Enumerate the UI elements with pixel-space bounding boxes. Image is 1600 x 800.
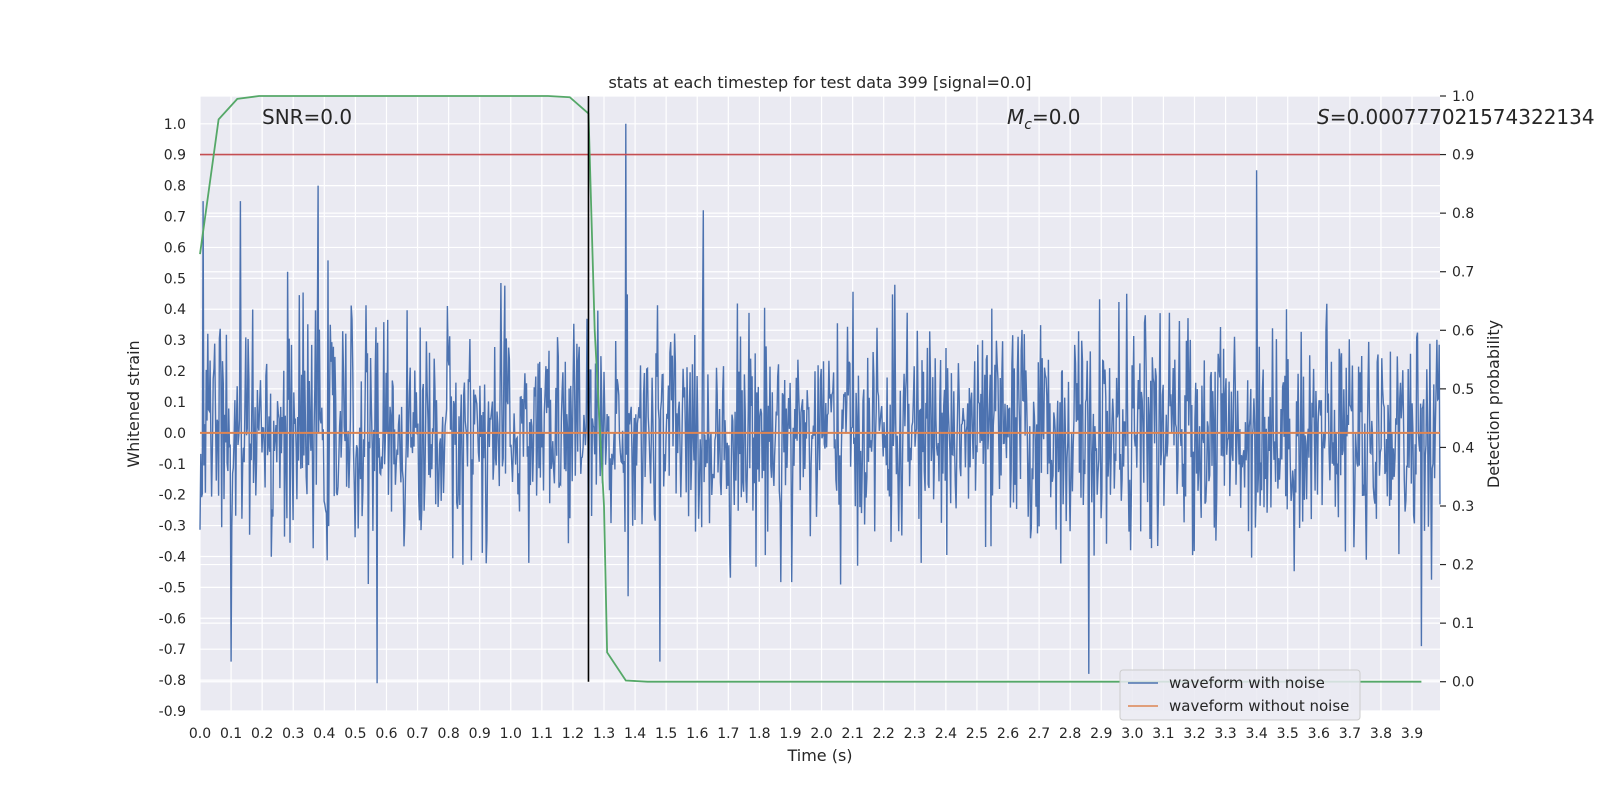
y-tick-label: 0.6 — [164, 240, 186, 256]
x-tick-label: 2.0 — [810, 726, 832, 742]
legend-label-noise: waveform with noise — [1169, 674, 1325, 692]
y2-tick-label: 0.4 — [1452, 440, 1474, 456]
x-tick-label: 1.5 — [655, 726, 677, 742]
x-tick-label: 0.5 — [344, 726, 366, 742]
x-tick-label: 1.7 — [717, 726, 739, 742]
x-tick-label: 1.2 — [562, 726, 584, 742]
y-axis-label: Whitened strain — [124, 340, 143, 467]
snr-annotation: SNR=0.0 — [262, 105, 352, 129]
x-tick-label: 0.3 — [282, 726, 304, 742]
x-tick-label: 2.9 — [1090, 726, 1112, 742]
x-tick-label: 1.6 — [686, 726, 708, 742]
y-tick-label: 0.3 — [164, 333, 186, 349]
s-value: =0.000777021574322134 — [1330, 105, 1595, 129]
x-axis-label: Time (s) — [786, 746, 852, 765]
x-axis-ticks: 0.0 0.1 0.2 0.3 0.4 0.5 0.6 0.7 0.8 0.9 1.0 1.1 1.2 1… — [189, 726, 1423, 742]
y-tick-label: -0.6 — [159, 611, 186, 627]
x-tick-label: 0.4 — [313, 726, 335, 742]
y-tick-label: 0.8 — [164, 179, 186, 195]
x-tick-label: 2.6 — [997, 726, 1019, 742]
x-tick-label: 3.5 — [1277, 726, 1299, 742]
y2-axis-label: Detection probability — [1484, 320, 1503, 488]
y-tick-label: -0.2 — [159, 488, 186, 504]
y2-tick-label: 0.0 — [1452, 675, 1474, 691]
x-tick-label: 0.1 — [220, 726, 242, 742]
x-tick-label: 3.3 — [1214, 726, 1236, 742]
x-tick-label: 1.8 — [748, 726, 770, 742]
x-tick-label: 1.9 — [779, 726, 801, 742]
series-detection-probability — [199, 95, 1422, 683]
y2-tick-label: 0.1 — [1452, 616, 1474, 632]
x-tick-label: 0.0 — [189, 726, 211, 742]
y2-axis-ticks: 1.0 0.9 0.8 0.7 0.6 0.5 0.4 0.3 0.2 0.1 0.0 — [1440, 89, 1474, 691]
legend: waveform with noise waveform without noi… — [1119, 669, 1361, 721]
y-tick-label: -0.9 — [159, 704, 186, 720]
y-tick-label: -0.4 — [159, 549, 186, 565]
y-tick-label: 0.1 — [164, 395, 186, 411]
mc-annotation: Mc=0.0 — [1007, 105, 1081, 133]
y2-tick-label: 0.9 — [1452, 148, 1474, 164]
x-tick-label: 2.3 — [904, 726, 926, 742]
legend-box — [1119, 669, 1361, 721]
x-tick-label: 2.5 — [966, 726, 988, 742]
y-tick-label: 1.0 — [164, 117, 186, 133]
x-tick-label: 3.1 — [1152, 726, 1174, 742]
y-tick-label: -0.3 — [159, 519, 186, 535]
y2-tick-label: 0.2 — [1452, 558, 1474, 574]
y2-tick-label: 0.6 — [1452, 323, 1474, 339]
x-tick-label: 0.9 — [469, 726, 491, 742]
x-tick-label: 3.4 — [1246, 726, 1268, 742]
y2-tick-label: 0.3 — [1452, 499, 1474, 515]
y-tick-label: 0.5 — [164, 271, 186, 287]
mc-subscript: c — [1024, 117, 1032, 133]
x-tick-label: 3.8 — [1370, 726, 1392, 742]
y2-tick-label: 0.5 — [1452, 382, 1474, 398]
plot-content — [199, 95, 1441, 684]
y2-tick-label: 1.0 — [1452, 89, 1474, 105]
y2-tick-label: 0.8 — [1452, 206, 1474, 222]
x-tick-label: 3.0 — [1121, 726, 1143, 742]
x-tick-label: 2.8 — [1059, 726, 1081, 742]
y-tick-label: -0.8 — [159, 673, 186, 689]
x-tick-label: 0.7 — [406, 726, 428, 742]
y-tick-label: -0.1 — [159, 457, 186, 473]
x-tick-label: 2.4 — [935, 726, 957, 742]
x-tick-label: 1.0 — [500, 726, 522, 742]
chart-title: stats at each timestep for test data 399… — [608, 73, 1031, 92]
x-tick-label: 3.2 — [1183, 726, 1205, 742]
y-tick-label: 0.4 — [164, 302, 186, 318]
x-tick-label: 1.1 — [531, 726, 553, 742]
x-tick-label: 2.1 — [841, 726, 863, 742]
x-tick-label: 0.6 — [375, 726, 397, 742]
x-tick-label: 3.6 — [1308, 726, 1330, 742]
x-tick-label: 2.7 — [1028, 726, 1050, 742]
x-tick-label: 2.2 — [873, 726, 895, 742]
legend-label-clean: waveform without noise — [1169, 697, 1349, 715]
y-tick-label: -0.7 — [159, 642, 186, 658]
x-tick-label: 0.8 — [437, 726, 459, 742]
y-tick-label: 0.2 — [164, 364, 186, 380]
y-tick-label: 0.7 — [164, 210, 186, 226]
mc-symbol: M — [1007, 105, 1024, 129]
y-tick-label: -0.5 — [159, 580, 186, 596]
mc-value: =0.0 — [1032, 105, 1081, 129]
x-tick-label: 3.7 — [1339, 726, 1361, 742]
s-symbol: S — [1317, 105, 1330, 129]
x-tick-label: 1.3 — [593, 726, 615, 742]
y-tick-label: 0.9 — [164, 148, 186, 164]
series-waveform-with-noise — [199, 123, 1441, 684]
y-tick-label: 0.0 — [164, 426, 186, 442]
s-annotation: S=0.000777021574322134 — [1317, 105, 1595, 129]
y-axis-ticks: 1.0 0.9 0.8 0.7 0.6 0.5 0.4 0.3 0.2 0.1 0.0 -0.1 -0.… — [159, 117, 186, 720]
x-tick-label: 3.9 — [1401, 726, 1423, 742]
x-tick-label: 1.4 — [624, 726, 646, 742]
x-tick-label: 0.2 — [251, 726, 273, 742]
y2-tick-label: 0.7 — [1452, 265, 1474, 281]
